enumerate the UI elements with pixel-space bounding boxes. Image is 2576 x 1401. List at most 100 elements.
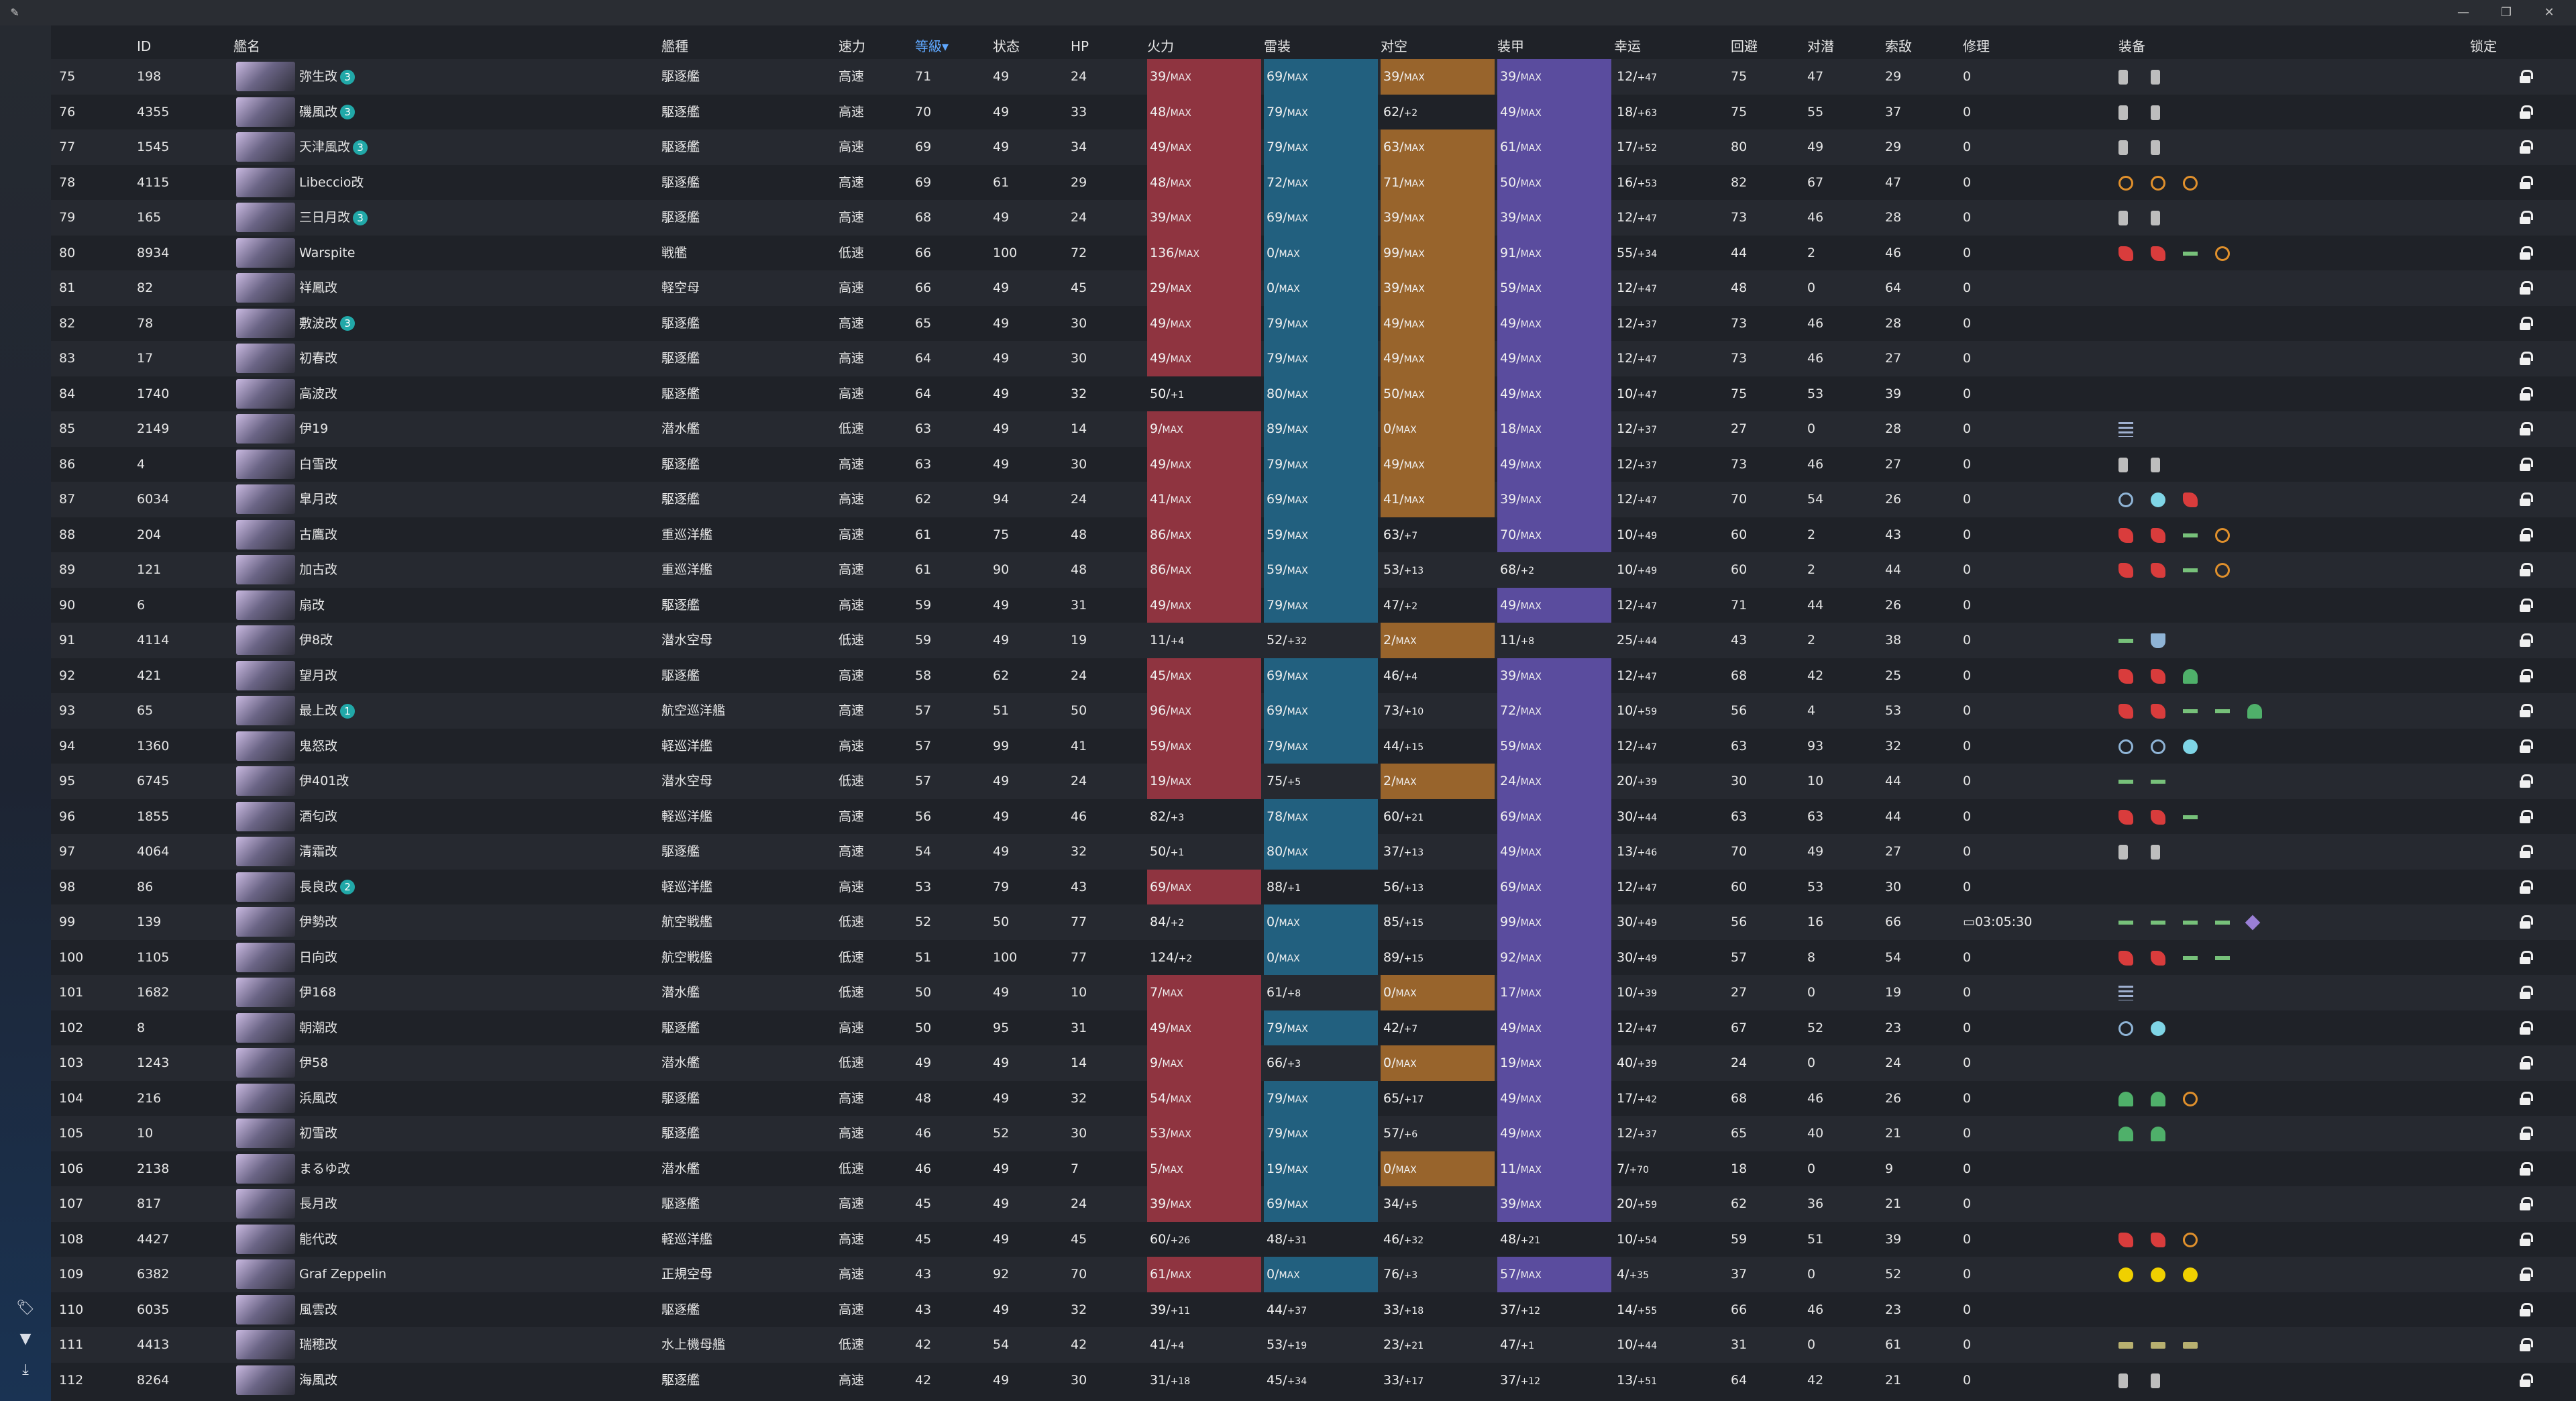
ship-name[interactable]: 磯風改 3	[299, 95, 356, 130]
lock-icon[interactable]	[2520, 915, 2533, 929]
ship-avatar[interactable]	[236, 308, 295, 338]
ship-name[interactable]: 鬼怒改	[299, 729, 337, 764]
main-gun-icon[interactable]	[2151, 950, 2165, 966]
aircraft-icon[interactable]	[2183, 921, 2198, 925]
boat-icon[interactable]	[2151, 633, 2165, 648]
main-gun-icon[interactable]	[2118, 1232, 2133, 1247]
aircraft-icon[interactable]	[2118, 921, 2133, 925]
ship-avatar[interactable]	[236, 378, 295, 409]
lock-icon[interactable]	[2520, 1056, 2533, 1070]
table-row[interactable]: 87 6034 駆逐艦 高速 62 94 24 70 54 26 0 皐月改 41/MAX 69/MAX 4…	[51, 482, 2576, 517]
aircraft-icon[interactable]	[2151, 780, 2165, 784]
main-gun-icon[interactable]	[2118, 527, 2133, 543]
ship-name[interactable]: 伊8改	[299, 623, 333, 658]
ship-avatar[interactable]	[236, 942, 295, 972]
table-row[interactable]: 105 10 駆逐艦 高速 46 52 30 65 40 21 0 初雪改 53/MAX 79/MAX 57…	[51, 1116, 2576, 1151]
ship-name[interactable]: 天津風改 3	[299, 129, 368, 165]
col-anti-air[interactable]: 对空	[1381, 38, 1407, 54]
fighter-icon[interactable]	[2118, 1267, 2133, 1282]
gun-icon[interactable]	[2151, 140, 2160, 155]
lock-icon[interactable]	[2520, 457, 2533, 471]
lock-icon[interactable]	[2520, 422, 2533, 435]
ship-name[interactable]: 最上改 1	[299, 693, 356, 729]
ship-avatar[interactable]	[236, 978, 295, 1007]
ship-name[interactable]: 日向改	[299, 940, 337, 976]
lock-icon[interactable]	[2520, 1197, 2533, 1210]
aircraft-icon[interactable]	[2118, 780, 2133, 784]
ship-avatar[interactable]	[236, 731, 295, 761]
main-gun-icon[interactable]	[2118, 668, 2133, 684]
crown-icon[interactable]	[2118, 1342, 2133, 1349]
ship-avatar[interactable]	[236, 449, 295, 479]
radar-icon[interactable]	[2151, 175, 2165, 191]
depth-charge-icon[interactable]	[2183, 739, 2198, 754]
lock-icon[interactable]	[2520, 492, 2533, 506]
table-row[interactable]: 92 421 駆逐艦 高速 58 62 24 68 42 25 0 望月改 45/MAX 69/MAX 46…	[51, 658, 2576, 693]
table-row[interactable]: 78 4115 駆逐艦 高速 69 61 29 82 67 47 0 Libeccio改 48/MAX 7…	[51, 164, 2576, 200]
radar-icon[interactable]	[2183, 175, 2198, 191]
main-gun-icon[interactable]	[2151, 704, 2165, 719]
lock-icon[interactable]	[2520, 845, 2533, 858]
table-row[interactable]: 81 82 軽空母 高速 66 49 45 48 0 64 0 祥鳳改 29/MAX 0/MAX 39/MA…	[51, 270, 2576, 306]
table-row[interactable]: 109 6382 正規空母 高速 43 92 70 37 0 52 0 Graf Zeppelin 61…	[51, 1257, 2576, 1292]
ship-avatar[interactable]	[236, 801, 295, 831]
ship-avatar[interactable]	[236, 238, 295, 268]
lock-icon[interactable]	[2520, 809, 2533, 823]
col-id[interactable]: ID	[137, 38, 152, 54]
table-row[interactable]: 94 1360 軽巡洋艦 高速 57 99 41 63 93 32 0 鬼怒改 59/MAX 79/MAX…	[51, 728, 2576, 764]
depth-charge-icon[interactable]	[2151, 492, 2165, 507]
secondary-gun-icon[interactable]	[2118, 1127, 2133, 1141]
ship-avatar[interactable]	[236, 872, 295, 902]
main-gun-icon[interactable]	[2118, 246, 2133, 261]
ship-name[interactable]: 朝潮改	[299, 1010, 337, 1046]
table-row[interactable]: 111 4413 水上機母艦 低速 42 54 42 31 0 61 0 瑞穂改 41/+4 53/+19…	[51, 1327, 2576, 1363]
ship-avatar[interactable]	[236, 625, 295, 655]
ship-avatar[interactable]	[236, 1013, 295, 1043]
ship-avatar[interactable]	[236, 1048, 295, 1078]
crown-icon[interactable]	[2151, 1342, 2165, 1349]
gun-icon[interactable]	[2151, 70, 2160, 85]
col-equipment[interactable]: 装备	[2118, 38, 2145, 54]
table-row[interactable]: 79 165 駆逐艦 高速 68 49 24 73 46 28 0 三日月改 3 39/MAX 69/MAX…	[51, 200, 2576, 236]
radar-icon[interactable]	[2215, 563, 2230, 578]
ship-name[interactable]: 長良改 2	[299, 870, 356, 905]
gun-icon[interactable]	[2151, 845, 2160, 860]
col-evasion[interactable]: 回避	[1731, 38, 1758, 54]
main-gun-icon[interactable]	[2118, 704, 2133, 719]
ship-avatar[interactable]	[236, 1119, 295, 1148]
lock-icon[interactable]	[2520, 140, 2533, 154]
ship-avatar[interactable]	[236, 555, 295, 584]
depth-charge-icon[interactable]	[2151, 1021, 2165, 1036]
main-gun-icon[interactable]	[2151, 809, 2165, 825]
lock-icon[interactable]	[2520, 1091, 2533, 1105]
lock-icon[interactable]	[2520, 1338, 2533, 1351]
ship-name[interactable]: 白雪改	[299, 447, 337, 482]
lock-icon[interactable]	[2520, 175, 2533, 189]
table-row[interactable]: 93 65 航空巡洋艦 高速 57 51 50 56 4 53 0 最上改 1 96/MAX 69/MAX 7…	[51, 693, 2576, 729]
radar-icon[interactable]	[2118, 175, 2133, 191]
ship-avatar[interactable]	[236, 484, 295, 514]
aircraft-icon[interactable]	[2118, 639, 2133, 643]
table-row[interactable]: 84 1740 駆逐艦 高速 64 49 32 75 53 39 0 高波改 50/+1 80/MAX 50…	[51, 376, 2576, 411]
table-row[interactable]: 102 8 駆逐艦 高速 50 95 31 67 52 23 0 朝潮改 49/MAX 79/MAX 42/…	[51, 1010, 2576, 1046]
lock-icon[interactable]	[2520, 1302, 2533, 1316]
secondary-gun-icon[interactable]	[2151, 1091, 2165, 1106]
table-row[interactable]: 82 78 駆逐艦 高速 65 49 30 73 46 28 0 敷波改 3 49/MAX 79/MAX 49…	[51, 305, 2576, 341]
ship-name[interactable]: 加古改	[299, 552, 337, 588]
aircraft-icon[interactable]	[2183, 568, 2198, 572]
col-level[interactable]: 等級▾	[915, 38, 949, 54]
col-name[interactable]: 艦名	[233, 38, 260, 54]
ship-name[interactable]: 伊168	[299, 975, 336, 1010]
ship-name[interactable]: Graf Zeppelin	[299, 1257, 386, 1292]
ship-avatar[interactable]	[236, 1330, 295, 1359]
sonar-icon[interactable]	[2151, 739, 2165, 754]
gun-icon[interactable]	[2151, 457, 2160, 472]
ship-avatar[interactable]	[236, 1259, 295, 1289]
ship-avatar[interactable]	[236, 1083, 295, 1113]
lock-icon[interactable]	[2520, 1232, 2533, 1246]
ship-name[interactable]: 皐月改	[299, 482, 337, 517]
table-row[interactable]: 95 6745 潜水空母 低速 57 49 24 30 10 44 0 伊401改 19/MAX 75/+…	[51, 764, 2576, 799]
ship-name[interactable]: Warspite	[299, 236, 355, 271]
crown-icon[interactable]	[2183, 1342, 2198, 1349]
lock-icon[interactable]	[2520, 211, 2533, 224]
